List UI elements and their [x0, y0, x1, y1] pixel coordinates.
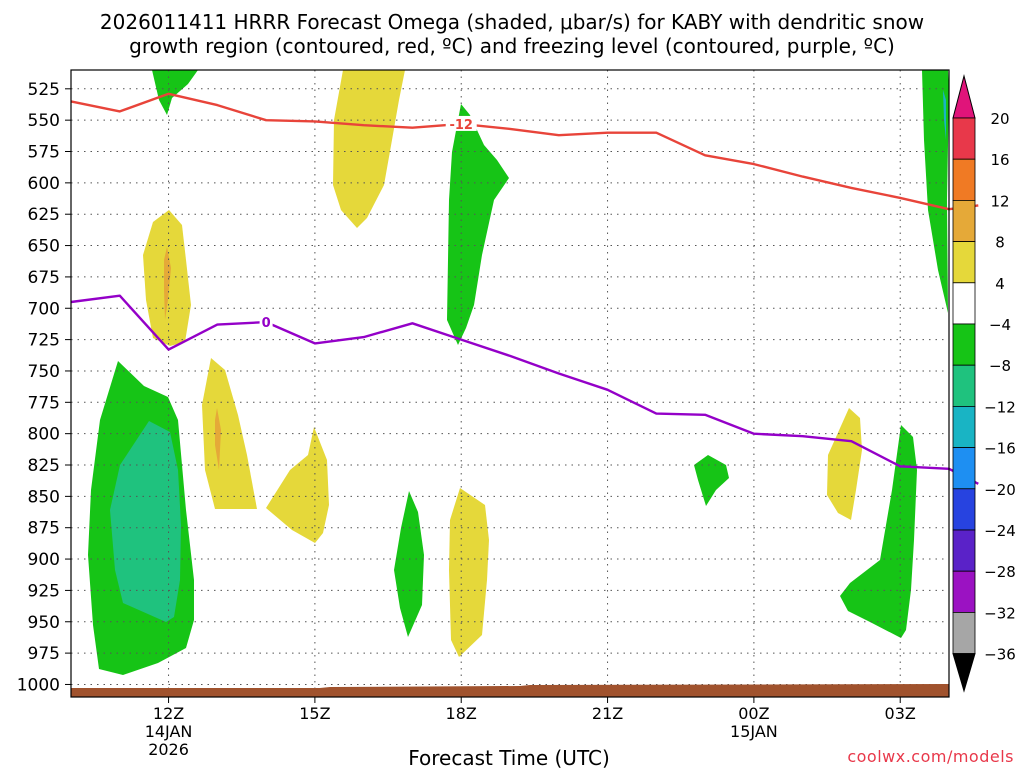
- colorbar-label: −24: [984, 522, 1016, 540]
- isotherm-minus12-label-bg: [445, 115, 477, 131]
- colorbar-label: 20: [990, 110, 1009, 128]
- omega-region-neg-12: [943, 90, 946, 140]
- colorbar-label: −28: [984, 563, 1016, 581]
- x-tick-label: 15Z: [299, 704, 330, 723]
- y-tick-label: 575: [28, 143, 60, 163]
- x-tick-date: 15JAN: [730, 722, 778, 741]
- colorbar-label: −16: [984, 440, 1016, 458]
- y-tick-label: 650: [28, 237, 60, 257]
- y-tick-label: 550: [28, 111, 60, 131]
- y-axis-labels: 525 550 575 600 625 650 675 700 725 750 775 800 825 8…: [17, 80, 71, 695]
- plot-area: -12 0: [70, 69, 979, 698]
- plot-frame: [70, 69, 950, 698]
- y-tick-label: 975: [28, 644, 60, 664]
- grid-lines: [71, 70, 949, 697]
- omega-region-neg-4-b: [447, 104, 509, 345]
- omega-region-pos-8-a: [164, 247, 171, 320]
- y-tick-label: 700: [28, 299, 60, 319]
- colorbar-swatch: [952, 405, 976, 448]
- y-tick-label: 725: [28, 331, 60, 351]
- colorbar-swatch: [952, 323, 976, 366]
- colorbar-top-arrow: [952, 74, 976, 119]
- colorbar-swatch: [952, 199, 976, 242]
- x-axis-title: Forecast Time (UTC): [408, 746, 610, 768]
- y-tick-label: 675: [28, 268, 60, 288]
- omega-region-pos-4-c: [202, 358, 257, 509]
- isotherm-lines: -12 0: [70, 92, 979, 485]
- colorbar-swatch: [952, 282, 976, 325]
- colorbar-swatch: [952, 241, 976, 284]
- y-tick-label: 750: [28, 362, 60, 382]
- omega-region-pos-4-f: [827, 408, 862, 520]
- colorbar-label: −36: [984, 646, 1016, 664]
- omega-region-neg-8: [110, 421, 181, 622]
- omega-region-pos-4-e: [449, 488, 489, 657]
- colorbar-label: 16: [990, 151, 1009, 169]
- omega-region-neg-4-f: [840, 425, 917, 638]
- y-tick-label: 775: [28, 393, 60, 413]
- colorbar: 20 16 12 8 4 −4 −8 −12 −16 −20 −24 −28 −32 −36: [952, 74, 1016, 693]
- colorbar-swatch: [952, 447, 976, 490]
- x-tick-date: 14JAN: [145, 722, 193, 741]
- isotherm-minus12-label: -12: [449, 118, 473, 133]
- y-tick-label: 525: [28, 80, 60, 100]
- colorbar-swatch: [952, 570, 976, 613]
- ground-layer: [71, 684, 949, 697]
- y-tick-label: 1000: [17, 675, 60, 695]
- omega-region-neg-4-a: [152, 70, 198, 115]
- colorbar-label: 8: [995, 234, 1005, 252]
- x-tick-label: 21Z: [592, 704, 623, 723]
- ground-surface: [71, 684, 949, 697]
- x-tick-label: 12Z: [153, 704, 184, 723]
- watermark: coolwx.com/models: [847, 747, 1014, 766]
- colorbar-swatch: [952, 612, 976, 655]
- y-tick-label: 625: [28, 205, 60, 225]
- y-tick-label: 950: [28, 613, 60, 633]
- colorbar-label: 4: [995, 275, 1005, 293]
- y-tick-label: 925: [28, 581, 60, 601]
- x-tick-label: 18Z: [446, 704, 477, 723]
- isotherm-0-label: 0: [262, 316, 271, 331]
- colorbar-label: −12: [984, 398, 1016, 416]
- omega-region-pos-4-d: [266, 427, 329, 543]
- isotherm-minus12-line: [70, 92, 979, 211]
- colorbar-swatch: [952, 529, 976, 572]
- x-tick-label: 00Z: [738, 704, 769, 723]
- colorbar-swatch: [952, 488, 976, 531]
- isotherm-0-line: [70, 294, 979, 485]
- y-tick-label: 600: [28, 174, 60, 194]
- omega-region-pos-8-b: [215, 408, 221, 470]
- plot-background: [71, 70, 949, 697]
- omega-region-neg-4-g: [922, 70, 949, 313]
- colorbar-swatch: [952, 364, 976, 407]
- isotherm-0-label-bg: [259, 314, 273, 330]
- chart-title-line1: 2026011411 HRRR Forecast Omega (shaded, …: [100, 10, 924, 34]
- colorbar-label: −32: [984, 604, 1016, 622]
- y-tick-label: 825: [28, 456, 60, 476]
- y-tick-label: 850: [28, 487, 60, 507]
- colorbar-bottom-arrow: [952, 653, 976, 693]
- colorbar-label: −8: [989, 357, 1011, 375]
- colorbar-label: 12: [990, 192, 1009, 210]
- y-tick-label: 800: [28, 425, 60, 445]
- omega-region-pos-4-a: [333, 70, 405, 228]
- colorbar-swatch: [952, 158, 976, 201]
- y-tick-label: 900: [28, 550, 60, 570]
- colorbar-swatch: [952, 117, 976, 160]
- colorbar-label: −4: [989, 316, 1011, 334]
- y-tick-label: 875: [28, 519, 60, 539]
- x-tick-year: 2026: [148, 740, 189, 759]
- chart-title-line2: growth region (contoured, red, ºC) and f…: [129, 34, 895, 58]
- omega-region-neg-4-e: [694, 455, 729, 506]
- x-tick-label: 03Z: [885, 704, 916, 723]
- colorbar-label: −20: [984, 481, 1016, 499]
